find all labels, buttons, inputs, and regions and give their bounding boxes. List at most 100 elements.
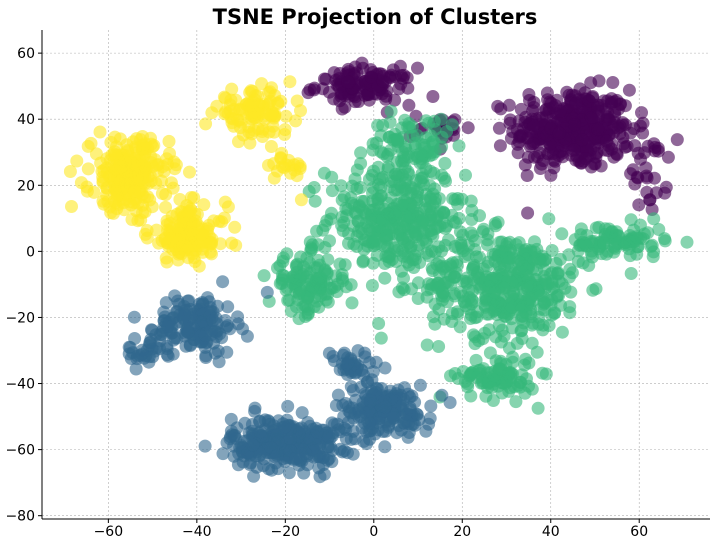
scatter-point: [461, 121, 475, 135]
y-tick-label: −80: [5, 509, 35, 525]
scatter-point: [351, 214, 365, 228]
scatter-point: [493, 139, 507, 153]
scatter-point: [634, 152, 647, 166]
scatter-point: [542, 212, 556, 226]
scatter-point: [120, 172, 134, 185]
scatter-point: [555, 325, 569, 339]
scatter-point: [172, 245, 186, 259]
scatter-point: [502, 98, 516, 112]
scatter-point: [137, 190, 151, 204]
scatter-point: [359, 233, 373, 247]
scatter-point: [521, 206, 535, 220]
scatter-point: [606, 76, 620, 89]
scatter-point: [247, 469, 261, 483]
scatter-point: [232, 135, 245, 149]
scatter-point: [489, 219, 503, 233]
scatter-point: [387, 411, 401, 424]
scatter-point: [356, 61, 370, 75]
scatter-point: [519, 352, 532, 366]
scatter-point: [413, 378, 427, 392]
scatter-point: [341, 368, 354, 381]
scatter-point: [372, 317, 386, 330]
scatter-point: [139, 161, 153, 175]
scatter-point: [261, 414, 275, 428]
scatter-point: [544, 168, 558, 182]
scatter-point: [262, 462, 276, 476]
scatter-point: [530, 345, 544, 359]
scatter-point: [162, 134, 176, 148]
scatter-point: [224, 93, 238, 107]
scatter-point: [260, 285, 274, 299]
scatter-point: [308, 194, 322, 208]
scatter-point: [301, 283, 315, 297]
scatter-point: [205, 106, 219, 120]
scatter-point: [294, 104, 307, 118]
scatter-point: [340, 209, 354, 223]
scatter-point: [181, 325, 195, 339]
scatter-point: [63, 165, 77, 178]
scatter-point: [160, 214, 174, 228]
scatter-point: [536, 318, 550, 332]
scatter-point: [631, 240, 644, 254]
scatter-point: [381, 240, 395, 254]
scatter-point: [114, 160, 128, 174]
scatter-point: [267, 157, 281, 171]
y-tick-label: 0: [26, 244, 35, 260]
scatter-point: [541, 277, 555, 291]
scatter-point: [228, 220, 242, 234]
scatter-point: [133, 348, 147, 362]
scatter-point: [183, 201, 196, 215]
scatter-point: [199, 349, 213, 363]
scatter-point: [96, 194, 110, 208]
scatter-point: [465, 204, 479, 217]
scatter-point: [545, 244, 559, 257]
scatter-point: [632, 198, 646, 212]
scatter-point: [245, 85, 259, 98]
scatter-point: [312, 461, 326, 475]
scatter-point: [335, 219, 349, 232]
scatter-point: [245, 100, 259, 114]
scatter-point: [535, 366, 549, 380]
scatter-point: [597, 236, 611, 250]
scatter-point: [416, 214, 430, 228]
scatter-point: [378, 271, 392, 285]
scatter-point: [345, 296, 359, 310]
scatter-point: [371, 382, 384, 396]
scatter-point: [282, 466, 296, 480]
scatter-point: [316, 223, 330, 237]
scatter-point: [324, 440, 337, 454]
scatter-point: [460, 276, 474, 290]
scatter-point: [401, 387, 415, 401]
scatter-point: [184, 191, 198, 204]
scatter-point: [136, 171, 149, 185]
scatter-point: [94, 156, 108, 170]
scatter-point: [386, 133, 400, 147]
scatter-point: [528, 245, 542, 259]
x-tick-label: 40: [542, 524, 560, 540]
scatter-point: [325, 170, 339, 184]
scatter-point: [624, 267, 638, 280]
scatter-point: [630, 230, 643, 244]
scatter-point: [435, 140, 449, 154]
scatter-point: [204, 324, 218, 337]
scatter-point: [545, 266, 559, 280]
scatter-point: [350, 163, 364, 177]
scatter-point: [198, 439, 212, 453]
scatter-point: [295, 406, 309, 420]
scatter-point: [255, 77, 269, 91]
scatter-point: [248, 401, 262, 415]
scatter-point: [322, 346, 336, 360]
scatter-point: [427, 166, 441, 180]
scatter-point: [310, 261, 324, 275]
scatter-point: [228, 428, 242, 442]
scatter-point: [383, 115, 397, 129]
scatter-point: [652, 223, 666, 236]
scatter-point: [145, 323, 159, 337]
scatter-point: [263, 108, 277, 122]
scatter-point: [601, 94, 615, 108]
scatter-point: [281, 399, 295, 413]
scatter-point: [371, 119, 385, 132]
scatter-point: [635, 106, 648, 120]
scatter-point: [500, 375, 513, 389]
scatter-point: [192, 239, 206, 253]
